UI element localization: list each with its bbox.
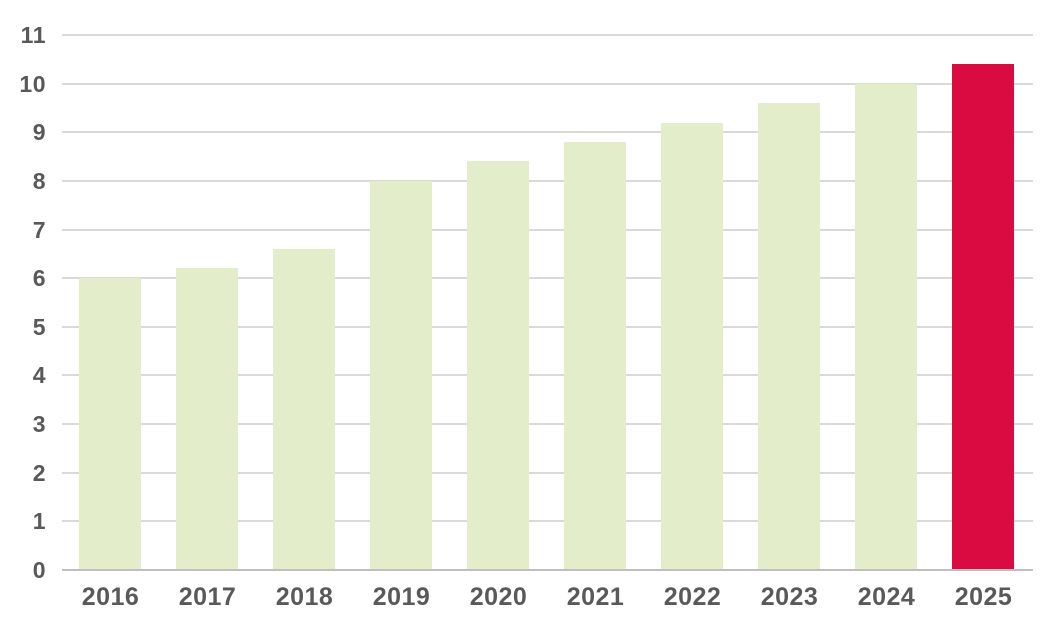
- gridline: [62, 277, 1033, 280]
- x-tick-label: 2025: [954, 583, 1013, 611]
- bar-2023: [758, 103, 820, 570]
- gridline: [62, 423, 1033, 426]
- bar-2025: [952, 64, 1014, 570]
- y-tick-label: 10: [19, 70, 46, 97]
- bar-2019: [370, 181, 432, 570]
- gridline: [62, 131, 1033, 134]
- x-tick-label: 2022: [663, 583, 722, 611]
- y-tick-label: 9: [32, 119, 46, 146]
- bar-2021: [564, 142, 626, 570]
- bar-2022: [661, 123, 723, 570]
- gridline: [62, 34, 1033, 36]
- gridline: [62, 471, 1033, 474]
- y-tick-label: 6: [32, 265, 46, 292]
- x-tick-label: 2020: [469, 583, 528, 611]
- gridline: [62, 520, 1033, 523]
- x-tick-label: 2019: [372, 583, 431, 611]
- bar-2024: [855, 84, 917, 570]
- y-tick-label: 5: [32, 313, 46, 340]
- x-tick-label: 2023: [760, 583, 819, 611]
- y-tick-label: 2: [32, 459, 46, 486]
- y-tick-label: 11: [20, 22, 46, 48]
- y-tick-label: 3: [32, 411, 46, 438]
- bar-2017: [176, 268, 238, 570]
- bar-2018: [273, 249, 335, 570]
- x-tick-label: 2018: [275, 583, 334, 611]
- y-tick-label: 4: [32, 362, 46, 389]
- y-tick-label: 0: [32, 557, 46, 583]
- x-axis-line: [62, 569, 1033, 571]
- bar-2020: [467, 161, 529, 570]
- y-tick-label: 7: [32, 216, 46, 243]
- x-tick-label: 2021: [566, 583, 625, 611]
- gridline: [62, 325, 1033, 328]
- x-tick-label: 2017: [178, 583, 237, 611]
- x-tick-label: 2024: [857, 583, 916, 611]
- gridline: [62, 179, 1033, 182]
- gridline: [62, 228, 1033, 231]
- gridline: [62, 374, 1033, 377]
- x-tick-label: 2016: [81, 583, 140, 611]
- y-tick-label: 8: [32, 167, 46, 194]
- gridline: [62, 82, 1033, 85]
- bar-2016: [79, 278, 141, 570]
- plot-area: [62, 34, 1033, 571]
- y-tick-label: 1: [32, 508, 46, 535]
